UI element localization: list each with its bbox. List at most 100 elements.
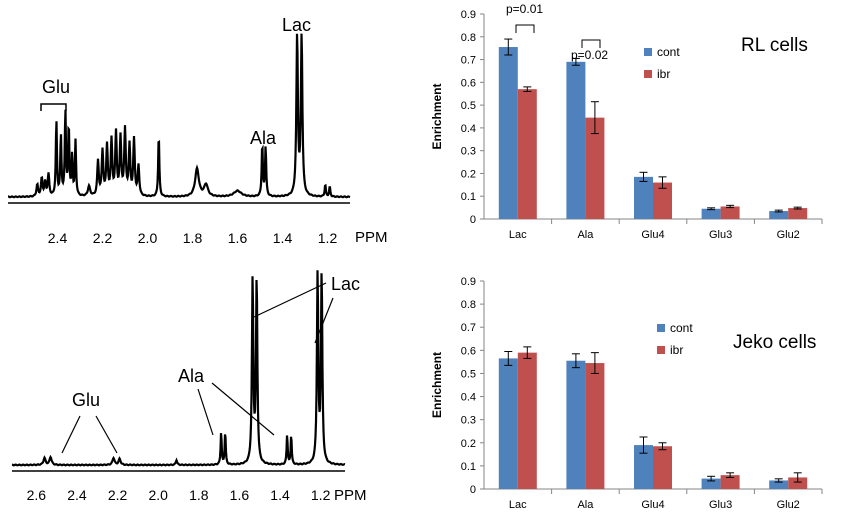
y-tick-label: 0.3 xyxy=(461,415,476,427)
ppm-tick-label: 2.2 xyxy=(108,487,128,503)
chart-title-rl: RL cells xyxy=(741,35,808,56)
ppm-tick-label: 1.8 xyxy=(183,230,203,246)
bar-ibr-lac xyxy=(517,89,537,220)
ppm-tick-label: 2.4 xyxy=(67,487,87,503)
ppm-tick-label: 2.4 xyxy=(48,230,68,246)
peak-label-lac-bottom: Lac xyxy=(331,274,360,294)
bar-cont-glu4 xyxy=(634,176,653,219)
spectrum-bottom: 2.6 2.4 2.2 2.0 1.8 1.6 1.4 1.2 PPM Glu Ala Lac xyxy=(11,270,367,504)
ala-pointer-2 xyxy=(211,382,275,436)
bar-cont-glu3 xyxy=(701,478,721,489)
ppm-tick-label: 2.6 xyxy=(27,487,47,503)
ppm-tick-label: 1.4 xyxy=(270,487,290,503)
y-tick-label: 0.2 xyxy=(461,438,476,450)
bar-cont-lac xyxy=(498,358,518,489)
bar-ibr-glu4 xyxy=(653,446,672,489)
bar-cont-glu2 xyxy=(769,211,789,219)
x-tick-label: Glu4 xyxy=(641,499,664,511)
bar-cont-ala xyxy=(566,61,586,220)
p-value-bracket-lac xyxy=(515,24,535,33)
bar-ibr-glu2 xyxy=(788,477,808,489)
bar-cont-glu2 xyxy=(769,480,789,489)
lac-pointer-1 xyxy=(253,282,327,318)
y-tick-label: 0.9 xyxy=(461,9,476,21)
bar-ibr-lac xyxy=(517,352,537,489)
ppm-tick-label: 1.2 xyxy=(318,230,338,246)
spectrum-bottom-trace xyxy=(11,270,346,467)
ppm-tick-label: 1.6 xyxy=(228,230,248,246)
y-tick-label: 0.7 xyxy=(461,55,476,67)
x-tick-label: Glu3 xyxy=(709,229,732,241)
x-tick-label: Glu3 xyxy=(709,499,732,511)
y-tick-label: 0.7 xyxy=(461,322,476,334)
p-value-bracket-ala xyxy=(581,39,601,48)
bar-ibr-ala xyxy=(585,363,605,489)
peak-label-glu-top: Glu xyxy=(42,77,70,97)
legend-swatch-cont xyxy=(644,48,652,56)
y-tick-label: 0.4 xyxy=(461,392,476,404)
y-tick-label: 0.1 xyxy=(461,461,476,473)
p-value-ala: p=0.02 xyxy=(571,48,608,62)
ppm-tick-label: 2.0 xyxy=(138,230,158,246)
y-tick-label: 0.6 xyxy=(461,77,476,89)
ala-pointer-1 xyxy=(197,388,214,436)
legend-swatch-ibr xyxy=(657,346,665,354)
x-tick-label: Ala xyxy=(577,229,594,241)
y-tick-label: 0.6 xyxy=(461,345,476,357)
x-tick-label: Lac xyxy=(509,499,527,511)
y-tick-label: 0.8 xyxy=(461,299,476,311)
bar-ibr-glu2 xyxy=(788,208,808,219)
x-tick-label: Ala xyxy=(577,499,594,511)
lac-pointer-2 xyxy=(314,297,334,344)
legend-label-cont: cont xyxy=(657,45,680,59)
y-axis-label: Enrichment xyxy=(430,352,444,418)
peak-label-glu-bottom: Glu xyxy=(72,390,100,410)
p-value-lac: p=0.01 xyxy=(506,2,543,16)
y-tick-label: 0.2 xyxy=(461,168,476,180)
y-tick-label: 0.8 xyxy=(461,32,476,44)
y-tick-label: 0.4 xyxy=(461,123,476,135)
y-tick-label: 0.5 xyxy=(461,100,476,112)
spectrum-top-trace xyxy=(8,33,351,199)
legend-label-ibr: ibr xyxy=(657,67,670,81)
x-tick-label: Glu2 xyxy=(777,229,800,241)
x-tick-label: Glu4 xyxy=(641,229,664,241)
ppm-tick-label: 1.8 xyxy=(189,487,209,503)
legend-swatch-cont xyxy=(657,324,665,332)
x-tick-label: Lac xyxy=(509,229,527,241)
glu-bracket-top xyxy=(40,103,67,111)
y-tick-label: 0 xyxy=(470,214,476,226)
bar-chart-rl: 0 0.1 0.2 0.3 0.4 0.5 0.6 0.7 0.8 0.9 Enrichment La… xyxy=(430,9,823,241)
bar-ibr-ala xyxy=(585,117,605,219)
bar-cont-ala xyxy=(566,360,586,489)
legend-label-ibr: ibr xyxy=(670,343,683,357)
x-tick-label: Glu2 xyxy=(777,499,800,511)
ppm-tick-label: 1.2 xyxy=(311,487,331,503)
chart-title-jeko: Jeko cells xyxy=(733,332,816,353)
legend-label-cont: cont xyxy=(670,321,693,335)
bar-ibr-glu4 xyxy=(653,182,672,219)
bar-cont-glu4 xyxy=(634,445,653,489)
ppm-tick-label: 1.4 xyxy=(273,230,293,246)
peak-label-ala-top: Ala xyxy=(250,128,277,148)
bar-chart-jeko: 0 0.1 0.2 0.3 0.4 0.5 0.6 0.7 0.8 0.9 Enrichment La… xyxy=(430,276,823,511)
ppm-tick-label: 2.0 xyxy=(148,487,168,503)
y-tick-label: 0.5 xyxy=(461,368,476,380)
glu-pointer-2 xyxy=(95,415,118,454)
y-axis-label: Enrichment xyxy=(430,83,444,149)
ppm-tick-label: 2.2 xyxy=(93,230,113,246)
bar-cont-glu3 xyxy=(701,208,721,219)
y-tick-label: 0 xyxy=(470,484,476,496)
glu-pointer-1 xyxy=(61,415,81,454)
peak-label-lac-top: Lac xyxy=(282,15,311,35)
peak-label-ala-bottom: Ala xyxy=(178,366,205,386)
bar-cont-lac xyxy=(498,47,518,220)
y-tick-label: 0.1 xyxy=(461,191,476,203)
y-tick-label: 0.3 xyxy=(461,146,476,158)
spectrum-bottom-xlabel: PPM xyxy=(334,487,367,504)
legend-swatch-ibr xyxy=(644,70,652,78)
ppm-tick-label: 1.6 xyxy=(230,487,250,503)
spectrum-top-xlabel: PPM xyxy=(355,229,388,246)
y-tick-label: 0.9 xyxy=(461,276,476,288)
